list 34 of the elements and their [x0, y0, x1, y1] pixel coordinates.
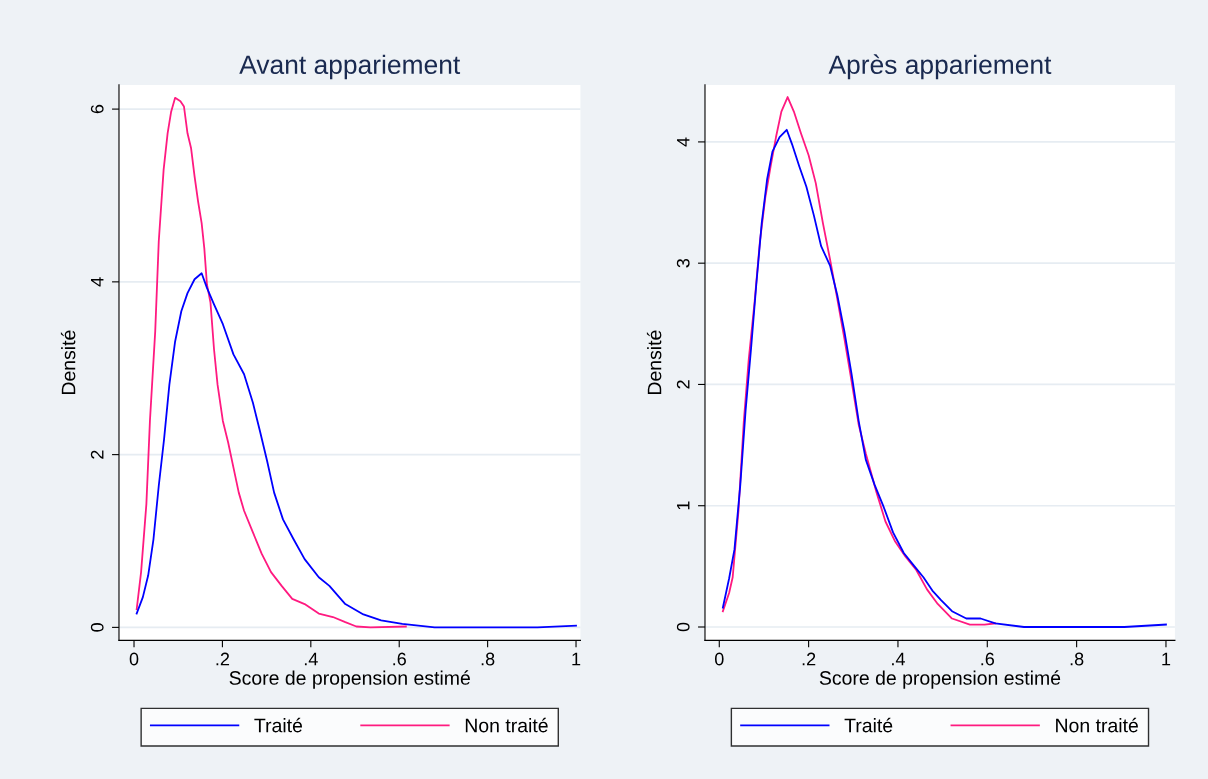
- x-tick-label: 0: [714, 652, 724, 666]
- x-axis-title: Score de propension estimé: [229, 670, 470, 689]
- y-tick-label: 0: [676, 622, 690, 632]
- x-tick-label: .4: [304, 652, 318, 666]
- x-tick-label: .8: [1070, 652, 1084, 666]
- x-tick-label: .6: [981, 652, 995, 666]
- x-tick-label: .2: [802, 652, 816, 666]
- legend-label: Non traité: [465, 717, 548, 733]
- line-series: [135, 272, 577, 629]
- y-tick-label: 3: [676, 258, 690, 268]
- y-tick-label: 4: [91, 277, 104, 287]
- y-axis-title: Densité: [60, 330, 76, 394]
- x-tick-label: .8: [481, 652, 495, 666]
- legend-label: Traité: [254, 717, 303, 733]
- legend-label: Traité: [844, 717, 893, 733]
- line-series: [135, 96, 407, 629]
- x-tick-label: 1: [1162, 652, 1171, 666]
- line-series: [721, 128, 1167, 628]
- x-tick-label: .6: [393, 652, 406, 666]
- y-tick-label: 2: [676, 380, 690, 389]
- y-tick-label: 4: [677, 137, 690, 147]
- legend-label: Non traité: [1056, 717, 1138, 733]
- chart-title: Après appariement: [828, 54, 1052, 80]
- y-tick-label: 2: [90, 450, 104, 459]
- x-tick-label: 0: [129, 652, 139, 666]
- y-tick-label: 6: [90, 104, 104, 114]
- y-tick-label: 0: [90, 623, 104, 632]
- chart-title: Avant appariement: [239, 54, 461, 80]
- x-axis-title: Score de propension estimé: [819, 670, 1061, 689]
- y-axis-title: Densité: [646, 330, 662, 394]
- x-tick-label: .4: [892, 652, 905, 666]
- x-tick-label: .2: [216, 652, 230, 666]
- x-tick-label: 1: [572, 652, 581, 666]
- y-tick-label: 1: [677, 501, 690, 510]
